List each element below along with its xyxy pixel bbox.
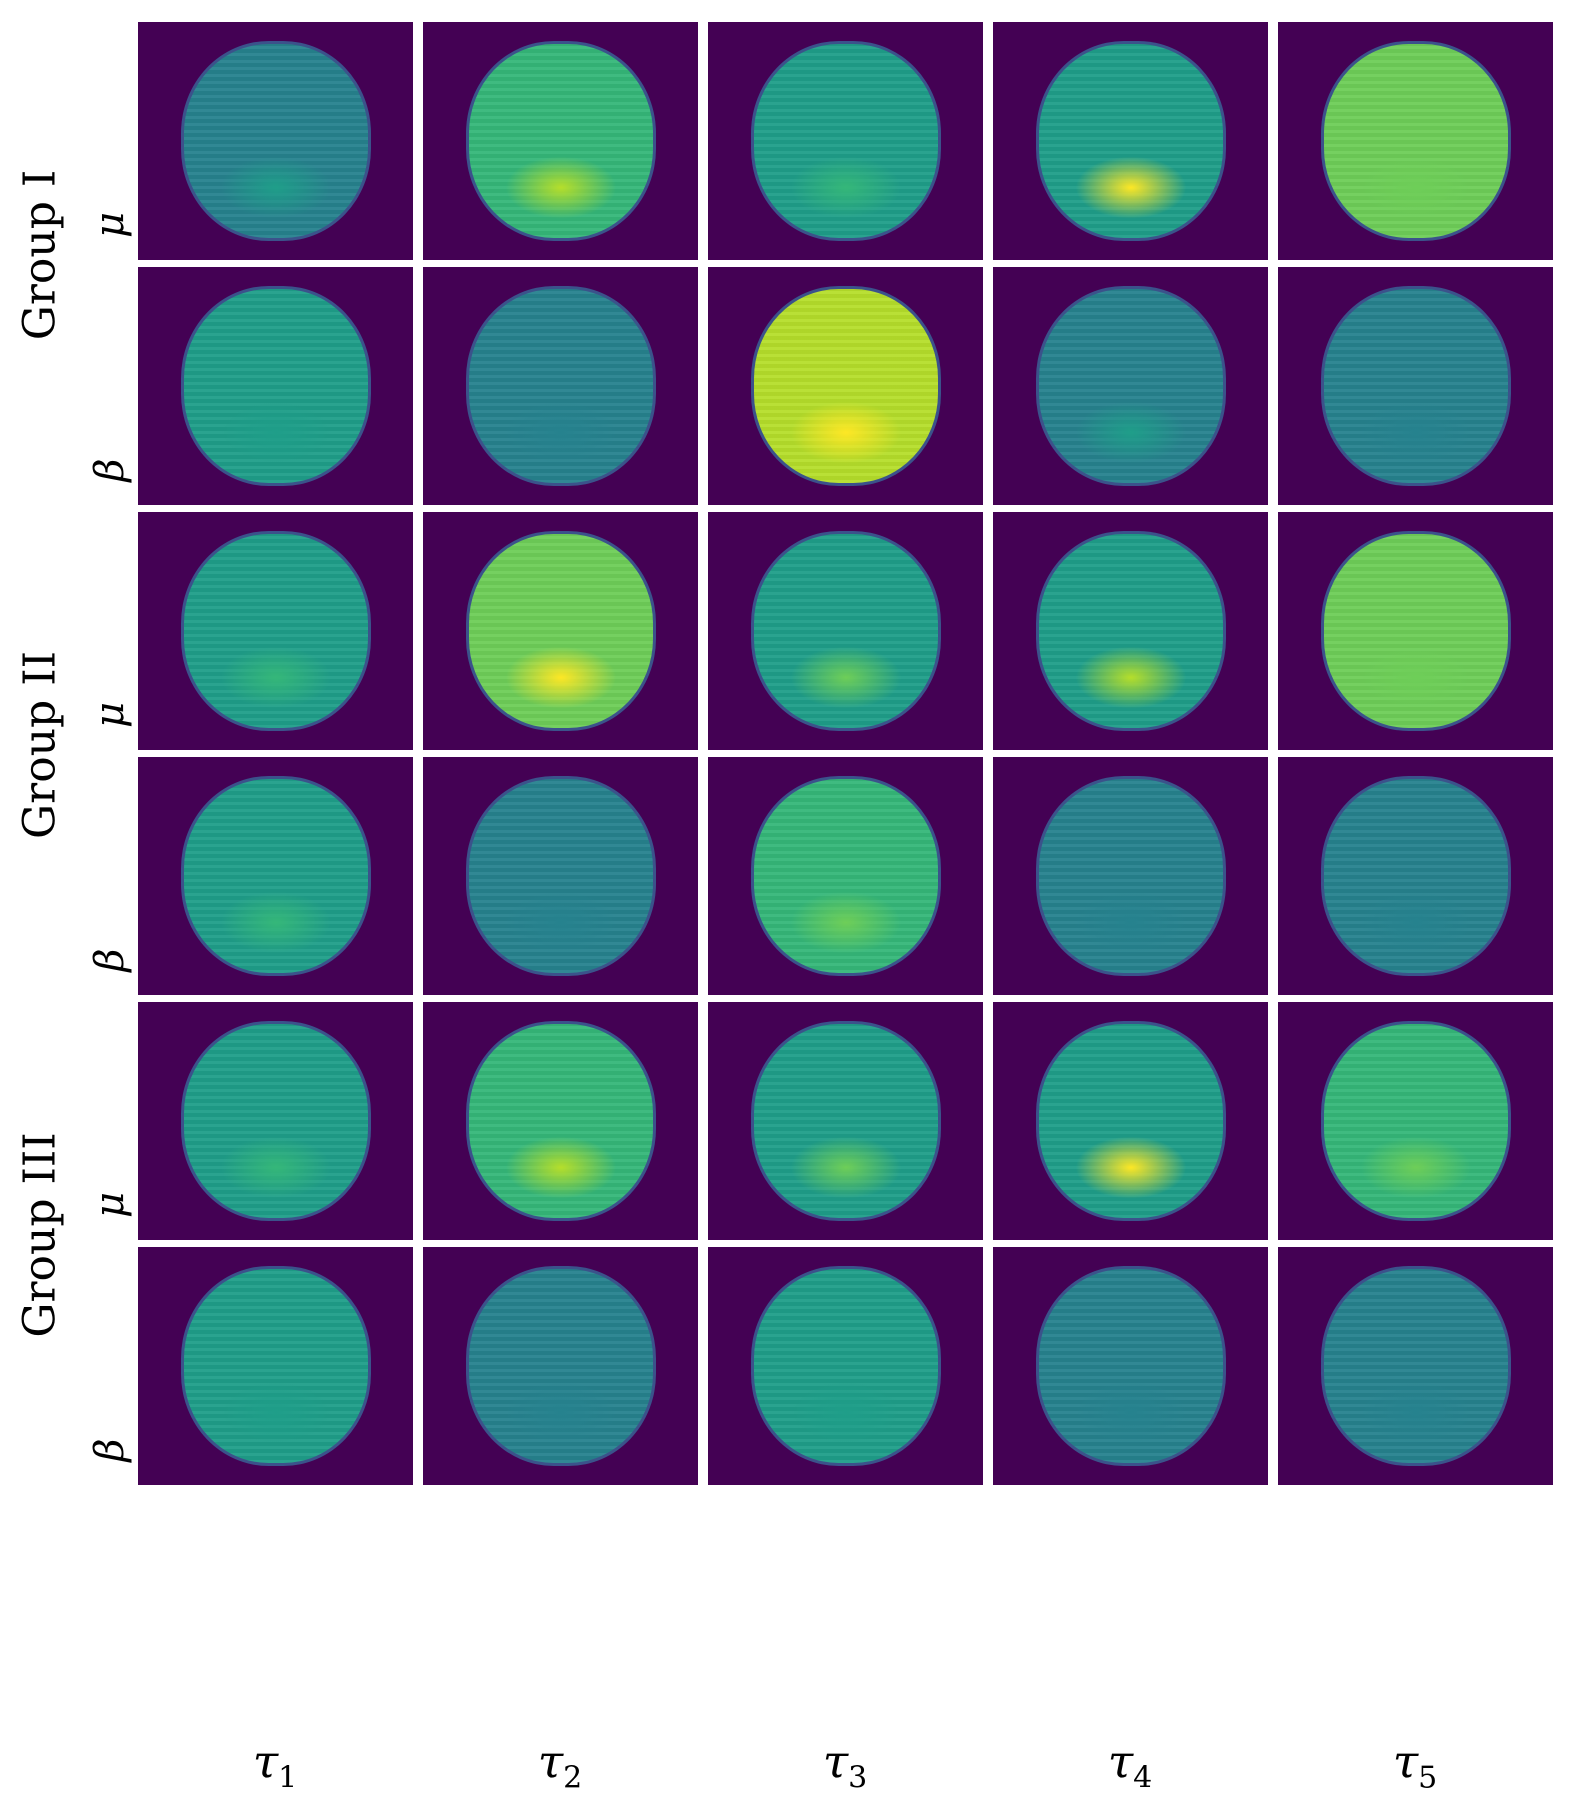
group-1-label: Group I <box>14 169 66 341</box>
disc-image <box>1038 534 1223 728</box>
disc-image <box>753 1269 938 1463</box>
panel-group-1-beta-tau-5 <box>1278 267 1553 505</box>
param-label-beta-group-2: β <box>87 948 133 972</box>
disc-image <box>183 534 368 728</box>
disc-image <box>183 1269 368 1463</box>
column-label-tau-5: τ5 <box>1392 1734 1438 1796</box>
param-label-beta-group-1: β <box>87 458 133 482</box>
panel-group-3-mu-tau-5 <box>1278 1002 1553 1240</box>
column-label-tau-2: τ2 <box>537 1734 583 1796</box>
panel-group-1-mu-tau-1 <box>138 22 413 260</box>
panel-group-2-mu-tau-1 <box>138 512 413 750</box>
panel-group-2-mu-tau-3 <box>708 512 983 750</box>
disc-image <box>183 779 368 973</box>
disc-image <box>1038 44 1223 238</box>
panel-group-1-mu-tau-4 <box>993 22 1268 260</box>
panel-group-2-mu-tau-5 <box>1278 512 1553 750</box>
panel-group-1-beta-tau-1 <box>138 267 413 505</box>
disc-image <box>753 779 938 973</box>
panel-group-3-mu-tau-2 <box>423 1002 698 1240</box>
column-label-tau-1: τ1 <box>252 1734 298 1796</box>
panel-group-1-beta-tau-3 <box>708 267 983 505</box>
column-label-tau-4: τ4 <box>1107 1734 1153 1796</box>
panel-group-1-beta-tau-4 <box>993 267 1268 505</box>
param-label-beta-group-3: β <box>87 1438 133 1462</box>
panel-group-3-beta-tau-4 <box>993 1247 1268 1485</box>
panel-group-3-beta-tau-1 <box>138 1247 413 1485</box>
panel-group-3-beta-tau-3 <box>708 1247 983 1485</box>
group-2-label: Group II <box>14 651 66 839</box>
disc-image <box>468 1024 653 1218</box>
panel-group-1-mu-tau-3 <box>708 22 983 260</box>
panel-group-3-beta-tau-2 <box>423 1247 698 1485</box>
panel-group-3-mu-tau-4 <box>993 1002 1268 1240</box>
disc-image <box>753 1024 938 1218</box>
panel-group-2-beta-tau-1 <box>138 757 413 995</box>
disc-image <box>468 779 653 973</box>
disc-image <box>1323 44 1508 238</box>
disc-image <box>183 289 368 483</box>
disc-image <box>1323 1024 1508 1218</box>
panel-group-3-beta-tau-5 <box>1278 1247 1553 1485</box>
param-label-mu-group-3: μ <box>87 1192 133 1218</box>
panel-group-1-mu-tau-2 <box>423 22 698 260</box>
panel-group-3-mu-tau-3 <box>708 1002 983 1240</box>
disc-image <box>1323 289 1508 483</box>
panel-group-3-mu-tau-1 <box>138 1002 413 1240</box>
disc-image <box>183 44 368 238</box>
disc-image <box>753 44 938 238</box>
disc-image <box>1038 289 1223 483</box>
disc-image <box>1038 779 1223 973</box>
panel-group-1-mu-tau-5 <box>1278 22 1553 260</box>
disc-image <box>468 289 653 483</box>
image-grid <box>138 22 1564 1727</box>
panel-group-2-beta-tau-4 <box>993 757 1268 995</box>
disc-image <box>468 44 653 238</box>
panel-group-2-mu-tau-2 <box>423 512 698 750</box>
disc-image <box>1323 1269 1508 1463</box>
disc-image <box>1323 534 1508 728</box>
panel-group-2-beta-tau-5 <box>1278 757 1553 995</box>
panel-group-2-beta-tau-2 <box>423 757 698 995</box>
disc-image <box>1038 1269 1223 1463</box>
param-label-mu-group-2: μ <box>87 702 133 728</box>
disc-image <box>183 1024 368 1218</box>
disc-image <box>1323 779 1508 973</box>
disc-image <box>753 289 938 483</box>
column-label-tau-3: τ3 <box>822 1734 868 1796</box>
disc-image <box>753 534 938 728</box>
group-3-label: Group III <box>14 1132 66 1338</box>
disc-image <box>468 534 653 728</box>
panel-group-2-mu-tau-4 <box>993 512 1268 750</box>
disc-image <box>1038 1024 1223 1218</box>
panel-group-1-beta-tau-2 <box>423 267 698 505</box>
param-label-mu-group-1: μ <box>87 212 133 238</box>
panel-group-2-beta-tau-3 <box>708 757 983 995</box>
disc-image <box>468 1269 653 1463</box>
